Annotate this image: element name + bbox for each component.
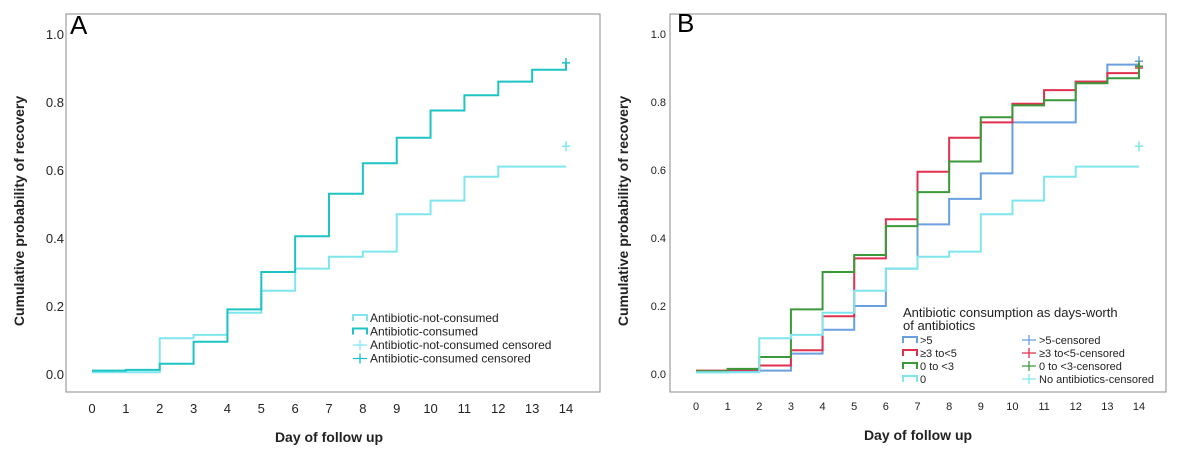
- y-tick-label: 0.2: [46, 299, 64, 314]
- y-tick-label: 0.0: [46, 367, 64, 382]
- x-tick-label: 13: [1101, 401, 1113, 413]
- x-tick-label: 14: [1133, 401, 1145, 413]
- x-tick-label: 3: [190, 401, 197, 416]
- legend-swatch-cross: [1022, 348, 1036, 358]
- x-tick-label: 5: [258, 401, 265, 416]
- legend-swatch-cross: [1022, 374, 1036, 384]
- legend-swatch-line: [902, 336, 918, 343]
- x-tick-label: 12: [1070, 401, 1082, 413]
- legend-label: ≥3 to<5: [920, 348, 957, 360]
- legend-swatch-line: [352, 327, 368, 335]
- series-line: [696, 62, 1140, 374]
- legend-label: Antibiotic-consumed censored: [370, 352, 531, 366]
- legend-swatch-line: [902, 362, 918, 369]
- legend-label: 0 to <3-censored: [1039, 361, 1122, 373]
- series-line: [92, 165, 566, 374]
- legend-label: >5: [920, 335, 933, 347]
- legend-title: of antibiotics: [903, 318, 976, 333]
- x-tick-label: 5: [851, 401, 857, 413]
- y-tick-label: 0.6: [651, 165, 666, 177]
- x-tick-label: 10: [1006, 401, 1018, 413]
- x-tick-label: 2: [156, 401, 163, 416]
- y-axis-title: Cumulative probability of recovery: [11, 96, 27, 326]
- legend-label: Antibiotic-not-consumed censored: [370, 338, 551, 352]
- series-line: [92, 62, 567, 372]
- x-tick-label: 0: [693, 401, 699, 413]
- series-line: [696, 66, 1140, 373]
- legend-label: 0 to <3: [920, 361, 954, 373]
- plot-frame: [65, 13, 601, 393]
- y-tick-label: 0.2: [651, 301, 666, 313]
- x-tick-label: 11: [1038, 401, 1049, 413]
- censored-marker: [1135, 141, 1143, 152]
- x-tick-label: 13: [525, 401, 539, 416]
- panel-a: A0 1 2 3 4 5 6 7 8 9 10 11 12 13 140.00.20.40.60.81.0D…: [11, 10, 601, 445]
- legend-label: ≥3 to<5-censored: [1039, 348, 1125, 360]
- x-tick-label: 11: [458, 401, 472, 416]
- x-tick-label: 9: [978, 401, 984, 413]
- legend-label: No antibiotics-censored: [1039, 374, 1154, 386]
- x-tick-label: 6: [292, 401, 299, 416]
- legend-swatch-cross: [1022, 361, 1036, 371]
- x-tick-label: 9: [393, 401, 400, 416]
- x-tick-label: 12: [491, 401, 505, 416]
- legend-label: 0: [920, 374, 926, 386]
- censored-marker: [562, 141, 570, 152]
- x-tick-label: 10: [423, 401, 437, 416]
- legend-swatch-line: [902, 375, 918, 382]
- y-tick-label: 0.8: [46, 95, 64, 110]
- plot-frame: [669, 13, 1167, 393]
- x-tick-label: 14: [559, 401, 573, 416]
- y-tick-label: 0.4: [46, 231, 64, 246]
- censored-marker: [1135, 61, 1143, 72]
- y-axis-title: Cumulative probability of recovery: [615, 96, 631, 326]
- legend-title: Antibiotic consumption as days-worth: [903, 305, 1118, 320]
- x-axis-title: Day of follow up: [864, 427, 972, 443]
- panel-letter: A: [70, 10, 88, 40]
- legend-label: Antibiotic-not-consumed: [370, 311, 499, 325]
- x-axis-title: Day of follow up: [275, 429, 383, 445]
- y-tick-label: 1.0: [46, 27, 64, 42]
- y-tick-label: 0.6: [46, 163, 64, 178]
- y-tick-label: 0.0: [651, 369, 666, 381]
- x-tick-label: 1: [725, 401, 731, 413]
- x-tick-label: 3: [788, 401, 794, 413]
- legend-label: >5-censored: [1039, 335, 1100, 347]
- legend-swatch-cross: [1022, 335, 1036, 345]
- x-tick-label: 4: [224, 401, 231, 416]
- legend-swatch-line: [352, 314, 368, 321]
- y-tick-label: 1.0: [651, 29, 666, 41]
- x-tick-label: 7: [914, 401, 920, 413]
- x-tick-label: 0: [88, 401, 95, 416]
- panel-b: B0 1 2 3 4 5 6 7 8 9 10 11 12 13 140.00.20.40.60.81.0D…: [615, 8, 1167, 443]
- x-tick-label: 4: [820, 401, 826, 413]
- x-tick-label: 8: [946, 401, 952, 413]
- y-tick-label: 0.8: [651, 97, 666, 109]
- panel-letter: B: [677, 8, 694, 38]
- x-tick-label: 7: [325, 401, 332, 416]
- x-tick-label: 8: [359, 401, 366, 416]
- x-tick-label: 2: [756, 401, 762, 413]
- legend-swatch-line: [902, 349, 918, 356]
- series-line: [696, 165, 1139, 374]
- legend-swatch-cross: [353, 353, 367, 364]
- y-tick-label: 0.4: [651, 233, 666, 245]
- legend-label: Antibiotic-consumed: [370, 325, 478, 339]
- legend-swatch-cross: [353, 340, 367, 350]
- x-tick-label: 6: [883, 401, 889, 413]
- censored-marker: [562, 57, 570, 68]
- x-tick-label: 1: [122, 401, 129, 416]
